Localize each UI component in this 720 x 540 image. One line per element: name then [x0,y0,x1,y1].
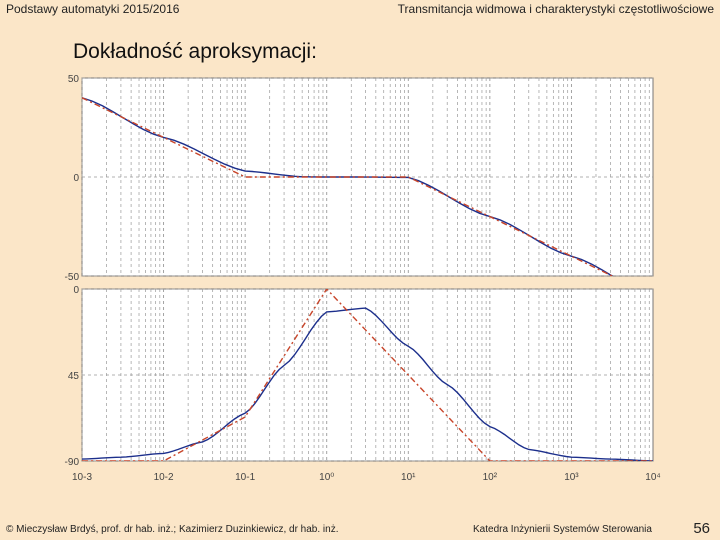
magnitude-plot: 50 0 -50 [65,74,654,283]
footer-authors: © Mieczysław Brdyś, prof. dr hab. inż.; … [6,524,339,535]
x-tick-label: 10¹ [401,472,416,483]
x-tick-label: 10-1 [235,472,255,483]
exact-series-line [82,307,653,461]
footer-department: Katedra Inżynierii Systemów Sterowania [473,524,652,535]
y-tick-label: 45 [68,371,80,382]
x-tick-label: 10³ [564,472,579,483]
header-course: Podstawy automatyki 2015/2016 [6,2,180,16]
x-tick-label: 10² [483,472,498,483]
x-tick-label: 10-2 [154,472,174,483]
phase-plot: 0 45 -90 10-3 10-2 10-1 10⁰ 10¹ 10² 10³ 10⁴ [65,285,661,483]
y-tick-label: 0 [73,173,79,184]
y-tick-label: -90 [65,457,80,468]
x-tick-label: 10-3 [72,472,92,483]
page-number: 56 [693,520,710,537]
slide-title: Dokładność aproksymacji: [73,40,317,63]
header-topic: Transmitancja widmowa i charakterystyki … [397,2,714,16]
y-tick-label: 0 [73,285,79,296]
x-tick-label: 10⁴ [645,472,660,483]
y-tick-label: -50 [65,272,80,283]
y-tick-label: 50 [68,74,80,85]
x-tick-label: 10⁰ [319,472,334,483]
